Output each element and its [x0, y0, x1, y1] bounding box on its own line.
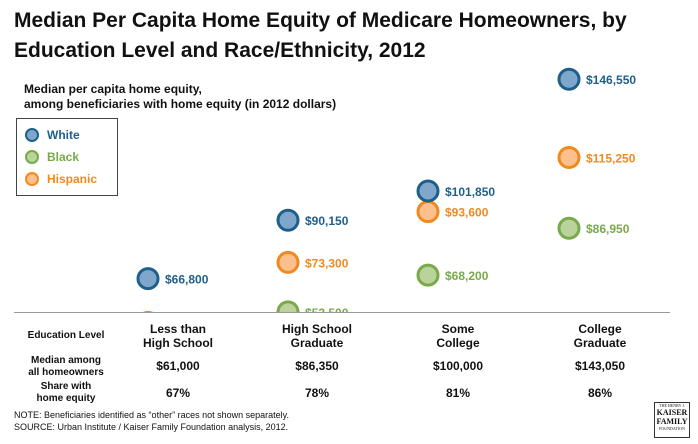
- point-white-high-school-graduate: [276, 208, 300, 232]
- share-college-graduate: 86%: [587, 386, 613, 400]
- category-line-2: College: [436, 336, 480, 350]
- logo-line-2: KAISER: [656, 408, 688, 417]
- data-label-white-less-than-high-school: $66,800: [165, 273, 209, 287]
- share-less-than-high-school: 67%: [165, 386, 191, 400]
- point-black-college-graduate: [557, 216, 581, 240]
- subtitle-line-1: Median per capita home equity,: [24, 82, 202, 96]
- row-label-median-line-1: Median among: [30, 355, 101, 366]
- data-label-white-high-school-graduate: $90,150: [305, 214, 349, 228]
- logo-line-1: THE HENRY J.: [659, 403, 685, 408]
- chart-legend: White Black Hispanic: [16, 118, 118, 196]
- data-label-hispanic-some-college: $93,600: [445, 206, 489, 220]
- data-label-hispanic-high-school-graduate: $73,300: [305, 256, 349, 270]
- subtitle-line-2: among beneficiaries with home equity (in…: [24, 97, 337, 111]
- kff-logo: THE HENRY J. KAISER FAMILY FOUNDATION: [654, 402, 690, 438]
- point-hispanic-high-school-graduate: [276, 250, 300, 274]
- data-label-black-college-graduate: $86,950: [586, 222, 630, 236]
- category-line-1: Less than: [149, 322, 206, 336]
- share-some-college: 81%: [445, 386, 471, 400]
- legend-swatch-white: [25, 128, 39, 142]
- category-high-school-graduate: High School Graduate: [247, 322, 387, 350]
- source-note: SOURCE: Urban Institute / Kaiser Family …: [14, 422, 289, 432]
- chart-subtitle: Median per capita home equity, among ben…: [24, 82, 336, 112]
- data-label-white-some-college: $101,850: [445, 185, 495, 199]
- legend-label-white: White: [47, 128, 80, 142]
- category-line-1: High School: [282, 322, 352, 336]
- category-line-2: High School: [143, 336, 213, 350]
- point-white-some-college: [416, 179, 440, 203]
- row-label-share: Share with home equity: [14, 381, 118, 405]
- logo-line-4: FOUNDATION: [659, 426, 685, 431]
- data-label-black-some-college: $68,200: [445, 269, 489, 283]
- median-some-college: $100,000: [432, 359, 484, 373]
- legend-swatch-hispanic: [25, 172, 39, 186]
- legend-item-black: Black: [25, 148, 79, 166]
- point-hispanic-college-graduate: [557, 145, 581, 169]
- category-line-1: College: [578, 322, 622, 336]
- data-label-hispanic-college-graduate: $115,250: [586, 151, 636, 165]
- footnote: NOTE: Beneficiaries identified as “other…: [14, 410, 289, 420]
- legend-item-hispanic: Hispanic: [25, 170, 97, 188]
- row-label-share-line-1: Share with: [40, 381, 92, 392]
- point-black-some-college: [416, 263, 440, 287]
- data-label-white-college-graduate: $146,550: [586, 73, 636, 87]
- category-line-2: Graduate: [573, 336, 627, 350]
- table-divider: [14, 312, 670, 313]
- category-some-college: Some College: [388, 322, 528, 350]
- point-white-less-than-high-school: [136, 267, 160, 291]
- legend-label-hispanic: Hispanic: [47, 172, 98, 186]
- row-label-education: Education Level: [27, 330, 105, 341]
- category-line-1: Some: [441, 322, 475, 336]
- median-less-than-high-school: $61,000: [156, 359, 200, 373]
- point-black-high-school-graduate: [276, 300, 300, 312]
- category-line-2: Graduate: [290, 336, 344, 350]
- chart-plot-area: $41,600$53,500$68,200$86,950$49,300$73,3…: [136, 67, 636, 312]
- share-high-school-graduate: 78%: [304, 386, 330, 400]
- row-label-median-line-2: all homeowners: [28, 367, 104, 378]
- logo-line-3: FAMILY: [656, 417, 688, 426]
- legend-label-black: Black: [47, 150, 80, 164]
- category-less-than-high-school: Less than High School: [108, 322, 248, 350]
- data-label-black-high-school-graduate: $53,500: [305, 306, 349, 312]
- chart-title: Median Per Capita Home Equity of Medicar…: [14, 9, 627, 62]
- legend-item-white: White: [25, 126, 80, 144]
- point-white-college-graduate: [557, 67, 581, 91]
- category-college-graduate: College Graduate: [530, 322, 670, 350]
- point-hispanic-some-college: [416, 200, 440, 224]
- row-label-median: Median among all homeowners: [14, 355, 118, 379]
- legend-swatch-black: [25, 150, 39, 164]
- median-high-school-graduate: $86,350: [295, 359, 339, 373]
- row-label-share-line-2: home equity: [36, 393, 96, 404]
- median-college-graduate: $143,050: [574, 359, 626, 373]
